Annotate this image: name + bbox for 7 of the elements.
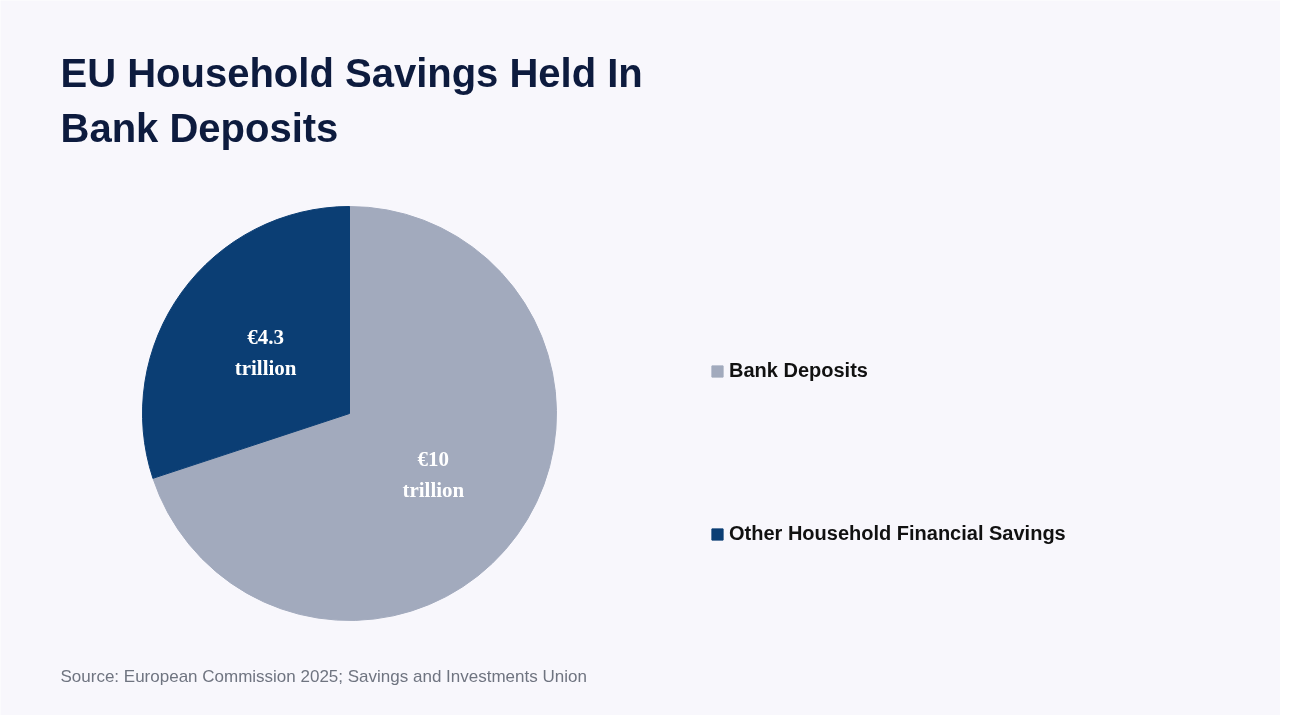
source-note: Source: European Commission 2025; Savings and Investments Union xyxy=(60,666,587,686)
data-label: €4.3 trillion xyxy=(234,325,297,381)
data-label: €10 trillion xyxy=(402,446,465,502)
legend-label: Other Household Financial Savings xyxy=(729,522,1066,545)
legend-label: Bank Deposits xyxy=(729,359,869,382)
chart-title: EU Household Savings Held In xyxy=(60,50,643,95)
slice-label: Bank Deposits xyxy=(60,105,339,150)
